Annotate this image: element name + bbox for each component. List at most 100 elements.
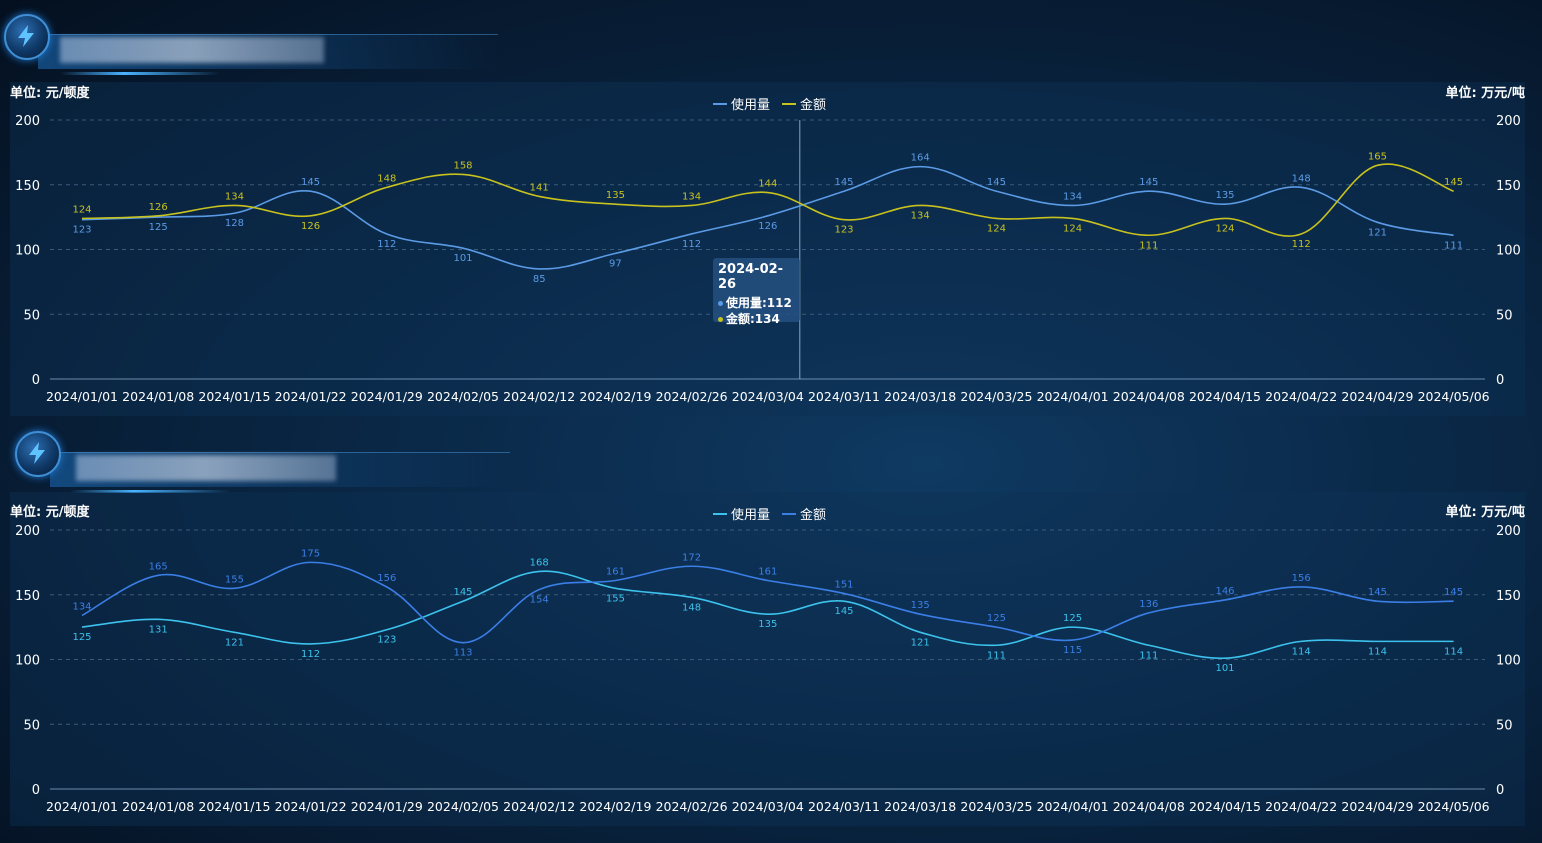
panel-2-title	[76, 455, 336, 481]
x-tick-label: 2024/02/05	[427, 799, 499, 814]
data-label: 145	[453, 587, 472, 598]
data-label: 114	[1444, 646, 1463, 657]
data-label: 148	[377, 173, 396, 184]
x-tick-label: 2024/02/26	[656, 389, 728, 404]
data-label: 134	[225, 191, 244, 202]
lightning-icon	[4, 14, 50, 60]
data-label: 144	[758, 179, 777, 190]
data-label: 141	[530, 182, 549, 193]
legend-swatch	[713, 512, 727, 515]
data-label: 111	[1139, 650, 1158, 661]
data-label: 145	[834, 606, 853, 617]
data-label: 111	[1444, 240, 1463, 251]
data-label: 136	[1139, 599, 1158, 610]
data-label: 145	[301, 177, 320, 188]
x-tick-label: 2024/04/01	[1037, 389, 1109, 404]
data-label: 145	[1444, 587, 1463, 598]
data-label: 85	[533, 274, 546, 285]
data-label: 145	[1139, 177, 1158, 188]
data-label: 125	[149, 222, 168, 233]
y-tick-label-right: 0	[1496, 783, 1504, 798]
x-tick-label: 2024/03/11	[808, 799, 880, 814]
y-tick-label-left: 100	[15, 654, 40, 669]
unit-left-label: 单位: 元/顿度	[10, 505, 90, 520]
tooltip-row-usage: 使用量:112	[718, 295, 795, 311]
data-label: 126	[758, 221, 777, 232]
data-label: 156	[1292, 573, 1311, 584]
data-label: 112	[377, 239, 396, 250]
x-tick-label: 2024/01/01	[46, 389, 118, 404]
x-tick-label: 2024/02/19	[579, 799, 651, 814]
data-label: 161	[606, 567, 625, 578]
series-line	[81, 570, 1454, 660]
data-label: 158	[453, 160, 472, 171]
data-label: 101	[453, 253, 472, 264]
y-tick-label-left: 150	[15, 589, 40, 604]
x-tick-label: 2024/04/29	[1341, 389, 1413, 404]
data-label: 123	[834, 225, 853, 236]
legend-item-amount[interactable]: 金额	[782, 94, 826, 113]
y-tick-label-left: 0	[32, 783, 40, 798]
y-tick-label-right: 200	[1496, 114, 1521, 129]
y-tick-label-left: 100	[15, 244, 40, 259]
lightning-icon	[15, 431, 61, 477]
legend-item-usage[interactable]: 使用量	[713, 504, 770, 523]
legend-swatch	[782, 102, 797, 105]
data-label: 125	[987, 613, 1006, 624]
line-chart-2[interactable]: 0 0 50 50 100 100 150 150 200 200 2024/01/01 2024/0…	[10, 492, 1525, 826]
y-tick-label-left: 50	[23, 308, 40, 323]
y-tick-label-left: 50	[23, 718, 40, 733]
x-tick-label: 2024/01/15	[198, 389, 270, 404]
data-label: 125	[72, 632, 91, 643]
data-label: 155	[606, 593, 625, 604]
data-label: 124	[987, 223, 1006, 234]
unit-left-label: 单位: 元/顿度	[10, 86, 90, 101]
data-label: 124	[1063, 223, 1082, 234]
x-tick-label: 2024/05/06	[1418, 389, 1490, 404]
data-label: 134	[682, 191, 701, 202]
series-line	[81, 163, 1454, 237]
x-tick-label: 2024/02/12	[503, 799, 575, 814]
data-label: 148	[682, 602, 701, 613]
data-label: 111	[987, 650, 1006, 661]
data-label: 114	[1368, 646, 1387, 657]
x-tick-label: 2024/04/22	[1265, 389, 1337, 404]
legend-label: 使用量	[731, 98, 771, 113]
data-label: 165	[1368, 151, 1387, 162]
y-tick-label-right: 150	[1496, 589, 1521, 604]
legend-item-usage[interactable]: 使用量	[713, 94, 770, 113]
data-label: 126	[149, 202, 168, 213]
tooltip-row-amount: 金额:134	[718, 311, 795, 327]
data-label: 121	[911, 637, 930, 648]
y-tick-label-right: 150	[1496, 179, 1521, 194]
x-tick-label: 2024/04/22	[1265, 799, 1337, 814]
y-tick-label-left: 0	[32, 373, 40, 388]
x-tick-label: 2024/03/04	[732, 389, 804, 404]
data-label: 126	[301, 221, 320, 232]
panel-1-title	[60, 37, 324, 63]
data-label: 134	[72, 601, 91, 612]
x-tick-label: 2024/02/05	[427, 389, 499, 404]
data-label: 135	[1215, 190, 1234, 201]
data-label: 131	[149, 624, 168, 635]
tooltip-value-amount: 金额:134	[726, 312, 780, 326]
data-label: 145	[1444, 177, 1463, 188]
panel-2-header-glow	[70, 490, 230, 493]
data-label: 111	[1139, 240, 1158, 251]
data-label: 115	[1063, 645, 1082, 656]
unit-right-label: 单位: 万元/吨	[1445, 505, 1525, 520]
chart-panel-2: 单位: 元/顿度 单位: 万元/吨 使用量 金额 0 0 50 50 100 100 150…	[10, 492, 1525, 826]
panel-1-header	[0, 8, 520, 88]
panel-1-header-glow	[60, 72, 220, 75]
x-tick-label: 2024/01/08	[122, 389, 194, 404]
data-label: 123	[377, 635, 396, 646]
line-chart-1[interactable]: 0 0 50 50 100 100 150 150 200 200 2024/01/01 2024/0…	[10, 82, 1525, 416]
data-label: 155	[225, 574, 244, 585]
y-tick-label-right: 50	[1496, 308, 1513, 323]
legend-item-amount[interactable]: 金额	[782, 504, 826, 523]
data-label: 145	[1368, 587, 1387, 598]
data-label: 135	[911, 600, 930, 611]
data-label: 101	[1215, 663, 1234, 674]
data-label: 148	[1292, 173, 1311, 184]
tooltip-date: 2024-02-26	[718, 262, 784, 292]
